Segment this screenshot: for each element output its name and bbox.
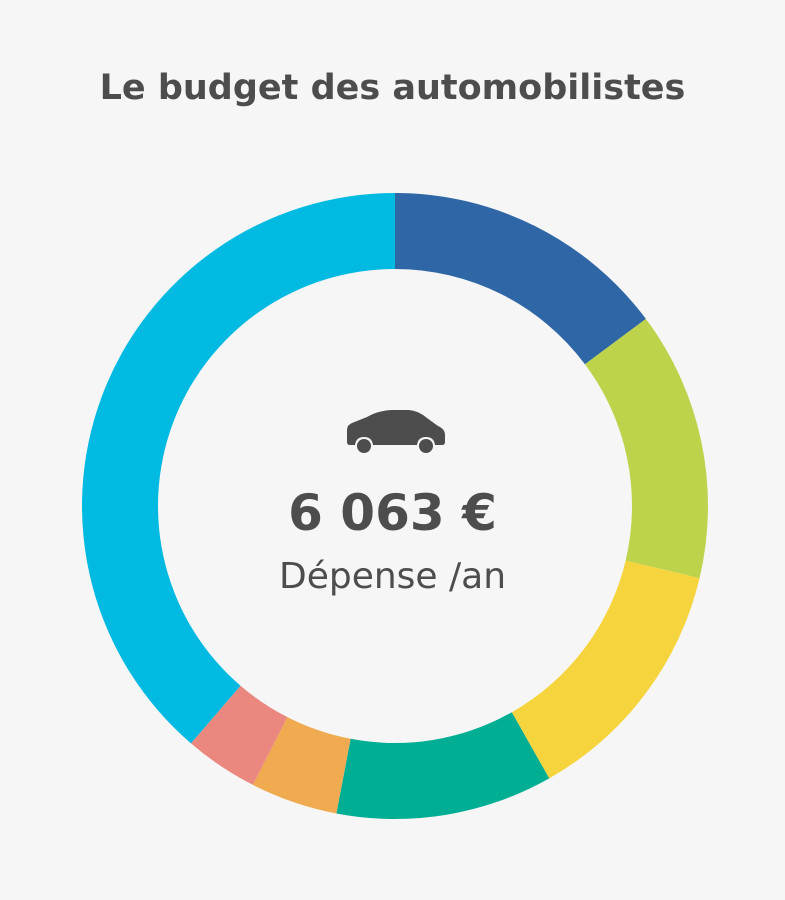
donut-slice-4 (336, 712, 550, 820)
donut-slice-7 (81, 193, 396, 744)
total-caption: Dépense /an (278, 556, 507, 597)
donut-slice-3 (511, 560, 700, 779)
car-icon (347, 410, 445, 453)
donut-slice-2 (584, 318, 708, 579)
chart-title: Le budget des automobilistes (99, 68, 686, 108)
donut-slices (81, 193, 708, 820)
donut-slice-1 (395, 193, 646, 365)
donut-slice-5 (252, 717, 351, 814)
donut-slice-6 (190, 685, 288, 785)
total-value: 6 063 € (288, 484, 497, 542)
